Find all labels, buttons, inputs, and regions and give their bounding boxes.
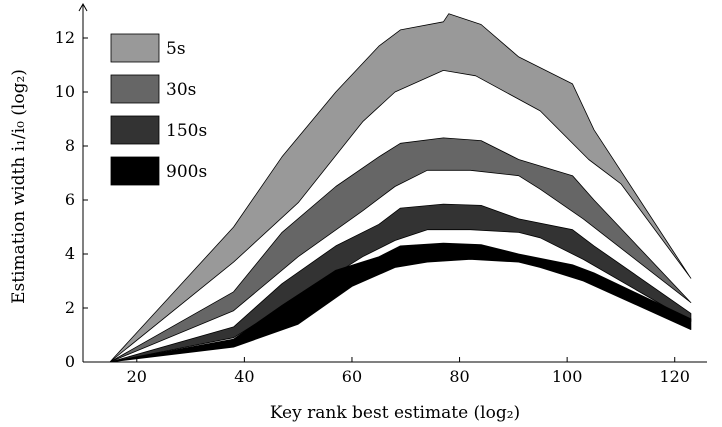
x-tick-label-20: 20 [127,367,147,386]
x-tick-label-40: 40 [234,367,254,386]
x-tick-label-120: 120 [659,367,690,386]
axes [78,2,707,363]
y-tick-label-6: 6 [65,190,75,209]
y-tick-label-10: 10 [55,82,75,101]
y-tick-label-4: 4 [65,244,75,263]
y-tick-label-12: 12 [55,28,75,47]
legend-label-5s: 5s [166,39,186,59]
band-30s [109,137,692,363]
y-tick-label-8: 8 [65,136,75,155]
legend-label-30s: 30s [166,80,196,100]
x-tick-label-80: 80 [449,367,469,386]
legend-label-150s: 150s [166,121,207,141]
legend-label-900s: 900s [166,162,207,182]
ticks: 20 40 60 80 100 120 0 2 4 6 8 10 12 [55,28,690,386]
y-axis-arrow-icon [78,2,88,12]
x-tick-label-100: 100 [552,367,583,386]
x-tick-label-60: 60 [342,367,362,386]
legend-swatch-5s [110,33,160,63]
legend-swatch-900s [110,156,160,186]
band-150s [109,203,692,363]
band-5s [109,13,692,363]
band-900s [109,242,692,363]
legend-swatch-150s [110,115,160,145]
legend: 5s 30s 150s 900s [110,33,207,186]
series-bands [109,13,692,363]
legend-swatch-30s [110,74,160,104]
x-axis-title: Key rank best estimate (log₂) [270,403,520,423]
y-axis-title: Estimation width i₁/i₀ (log₂) [9,69,29,304]
y-tick-label-0: 0 [65,352,75,371]
y-tick-label-2: 2 [65,298,75,317]
